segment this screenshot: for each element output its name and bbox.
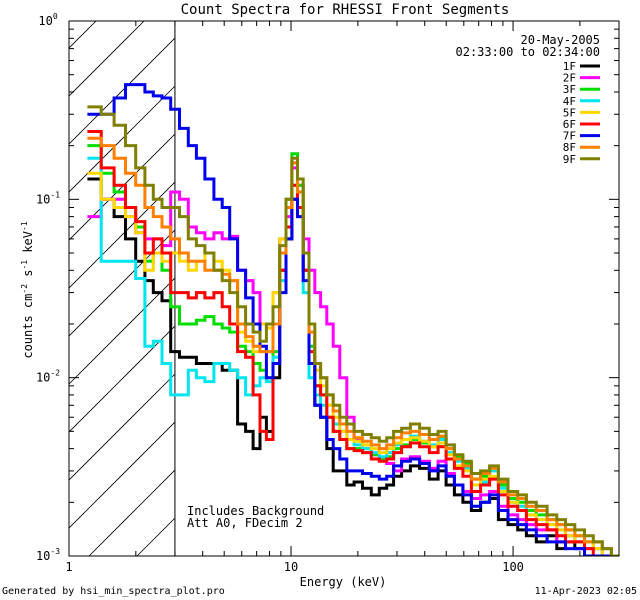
footer-generated-by: Generated by hsi_min_spectra_plot.pro <box>2 586 225 597</box>
legend-label: 2F <box>563 72 576 85</box>
plot-frame <box>68 20 620 557</box>
y-axis-label: counts cm-2 s-1 keV-1 <box>20 221 35 358</box>
y-tick-labels: 10-3 10-2 10-1 100 <box>36 12 60 563</box>
time-range-label: 02:33:00 to 02:34:00 <box>456 45 601 59</box>
x-tick-label: 100 <box>502 560 524 574</box>
y-tick-label: 100 <box>38 12 57 28</box>
series-7F <box>87 83 619 556</box>
x-tick-label: 10 <box>284 560 298 574</box>
series-layer <box>87 83 619 556</box>
legend-label: 1F <box>563 60 576 73</box>
x-tick-label: 1 <box>65 560 72 574</box>
annotation-attenuator: Att A0, FDecim 2 <box>187 516 303 530</box>
series-8F <box>87 136 619 556</box>
annotation-background: Includes Background <box>187 504 324 518</box>
legend-label: 7F <box>563 130 576 143</box>
x-tick-labels: 1 10 100 <box>65 560 524 574</box>
series-5F <box>87 161 619 556</box>
y-tick-label: 10-1 <box>36 190 60 206</box>
y-tick-label: 10-2 <box>36 369 60 385</box>
legend-label: 4F <box>563 95 576 108</box>
legend-label: 6F <box>563 118 576 131</box>
y-tick-label: 10-3 <box>36 547 60 563</box>
date-label: 20-May-2005 <box>521 33 600 47</box>
footer-timestamp: 11-Apr-2023 02:05 <box>535 586 637 597</box>
shaded-below-3kev-region <box>0 0 619 556</box>
legend-label: 5F <box>563 106 576 119</box>
legend-label: 8F <box>563 141 576 154</box>
hatch-line <box>69 21 289 241</box>
y-axis-label-part: counts cm <box>21 294 35 359</box>
series-1F <box>87 177 619 556</box>
hatch-line <box>0 0 117 556</box>
chart-title: Count Spectra for RHESSI Front Segments <box>181 2 510 18</box>
axis-ticks <box>68 20 620 557</box>
x-axis-label: Energy (keV) <box>300 575 387 589</box>
legend-label: 3F <box>563 83 576 96</box>
hatch-line <box>616 553 619 556</box>
legend-label: 9F <box>563 153 576 166</box>
series-6F <box>87 130 619 556</box>
series-9F <box>87 105 619 556</box>
